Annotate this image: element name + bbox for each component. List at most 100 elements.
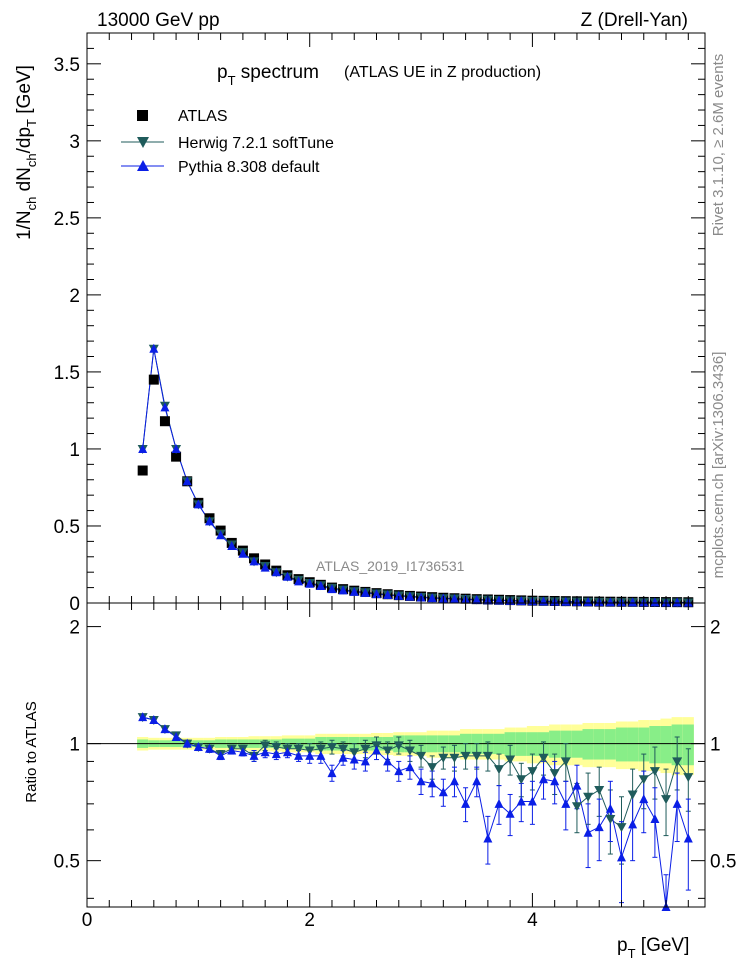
herwig-ratio-point	[683, 773, 694, 783]
main-y-tick-label: 0.5	[54, 517, 80, 538]
pythia-point	[282, 571, 292, 581]
pythia-point	[383, 589, 393, 599]
x-tick-label: 4	[527, 910, 538, 931]
band-inner-44	[627, 727, 639, 762]
pythia-ratio-point	[260, 747, 270, 757]
legend-label-atlas: ATLAS	[178, 108, 228, 125]
pythia-point	[138, 443, 148, 453]
herwig-ratio-point	[360, 744, 371, 754]
herwig-ratio-point	[404, 746, 415, 756]
herwig-ratio-point	[627, 790, 638, 800]
band-inner-37	[549, 730, 561, 758]
herwig-ratio-point	[427, 763, 438, 773]
pythia-ratio-point	[505, 808, 515, 818]
pythia-ratio-point	[372, 745, 382, 755]
herwig-ratio-point	[293, 744, 304, 754]
ratio-y-tick-label-right: 1	[710, 735, 721, 756]
pythia-ratio-point	[249, 750, 259, 760]
pythia-point	[394, 590, 404, 600]
pythia-ratio-point	[204, 743, 214, 753]
plot-title-p: p	[217, 62, 228, 83]
pythia-point	[271, 567, 281, 577]
pythia-point	[449, 593, 459, 603]
pythia-point	[650, 597, 660, 607]
plot-subtitle: (ATLAS UE in Z production)	[344, 64, 541, 81]
pythia-point	[583, 597, 593, 607]
band-inner-42	[604, 729, 616, 760]
pythia-point	[327, 584, 337, 594]
legend-marker-atlas	[137, 110, 148, 121]
herwig-ratio-point	[438, 753, 449, 763]
herwig-ratio-point	[560, 757, 571, 767]
x-tick-label: 2	[304, 910, 315, 931]
atlas-point	[171, 451, 182, 462]
y-axis-label-main: 1/Nch dNch/dpT [GeV]	[14, 65, 39, 240]
pythia-ratio-point	[572, 780, 582, 790]
pythia-ratio-point	[271, 749, 281, 759]
herwig-ratio-point	[516, 775, 527, 785]
pythia-point	[193, 499, 203, 509]
pythia-ratio-point	[171, 732, 181, 742]
main-y-tick-label: 1.5	[54, 363, 80, 384]
band-inner-41	[593, 729, 605, 760]
herwig-ratio-point	[260, 741, 271, 751]
band-inner-40	[582, 729, 594, 760]
legend-marker-herwig	[137, 137, 149, 148]
legend: ATLAS Herwig 7.2.1 softTune Pythia 8.308…	[121, 108, 334, 176]
herwig-ratio-point	[638, 775, 649, 785]
main-y-tick-label: 3.5	[54, 55, 80, 76]
main-y-tick-label: 2.5	[54, 209, 80, 230]
chart-marks	[137, 343, 694, 911]
pythia-ratio-point	[616, 852, 626, 862]
legend-marker-pythia	[137, 160, 149, 171]
herwig-ratio-point	[416, 751, 427, 761]
atlas-point	[137, 465, 148, 476]
pythia-ratio-point	[305, 750, 315, 760]
herwig-ratio-point	[471, 751, 482, 761]
pythia-point	[338, 585, 348, 595]
ratio-frame	[86, 602, 706, 908]
band-inner-43	[615, 727, 628, 762]
herwig-ratio-point	[326, 743, 337, 753]
pythia-ratio-point	[360, 756, 370, 766]
herwig-ratio-point	[449, 753, 460, 763]
pythia-ratio-point	[138, 712, 148, 722]
pythia-ratio-point	[628, 819, 638, 829]
pythia-point	[561, 596, 571, 606]
main-y-tick-label: 3	[69, 132, 80, 153]
pythia-ratio-point	[282, 747, 292, 757]
pythia-ratio-point	[539, 774, 549, 784]
herwig-ratio-point	[672, 757, 683, 767]
pythia-ratio-point	[160, 724, 170, 734]
pythia-point	[427, 593, 437, 603]
pythia-ratio-point	[494, 798, 504, 808]
mcplots-label: mcplots.cern.ch [arXiv:1306.3436]	[710, 352, 727, 579]
ratio-y-tick-label: 0.5	[54, 852, 80, 873]
pythia-ratio-point	[461, 798, 471, 808]
pythia-point	[149, 343, 159, 353]
pythia-point	[360, 587, 370, 597]
herwig-ratio-point	[616, 823, 627, 833]
legend-label-herwig: Herwig 7.2.1 softTune	[178, 135, 334, 152]
ratio-y-tick-label-right: 2	[710, 618, 721, 639]
atlas-point	[148, 374, 159, 385]
rivet-label: Rivet 3.1.10, ≥ 2.6M events	[710, 54, 727, 237]
herwig-ratio-point	[571, 802, 582, 812]
herwig-ratio-point	[271, 743, 282, 753]
herwig-ratio-point	[649, 767, 660, 777]
pythia-ratio-point	[583, 827, 593, 837]
pythia-ratio-point	[527, 796, 537, 806]
pythia-point	[472, 594, 482, 604]
band-inner-39	[571, 730, 583, 758]
main-y-tick-label: 1	[69, 440, 80, 461]
pythia-ratio-point	[327, 768, 337, 778]
analysis-watermark: ATLAS_2019_I1736531	[316, 558, 465, 574]
band-inner-47	[660, 726, 672, 764]
pythia-ratio-point	[316, 750, 326, 760]
pythia-ratio-point	[438, 787, 448, 797]
pythia-point	[605, 597, 615, 607]
pythia-point	[227, 541, 237, 550]
pythia-ratio-point	[394, 766, 404, 776]
pythia-point	[216, 530, 226, 540]
herwig-ratio-point	[549, 769, 560, 779]
